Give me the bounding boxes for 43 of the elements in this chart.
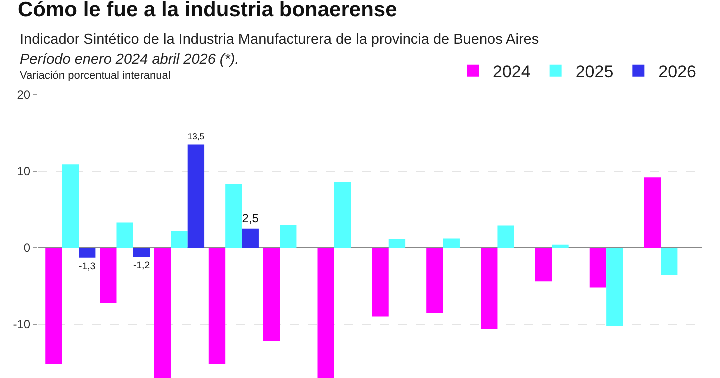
y-tick-label: 0 xyxy=(24,241,31,256)
bar xyxy=(242,228,259,248)
y-tick-label: 20 xyxy=(17,88,31,102)
bar xyxy=(62,164,79,248)
legend-label: 2026 xyxy=(658,62,696,82)
bar xyxy=(100,248,117,304)
bar xyxy=(116,222,134,248)
legend-label: 2025 xyxy=(576,62,614,82)
bar xyxy=(46,248,62,364)
data-label: -1,3 xyxy=(79,261,96,272)
bar xyxy=(133,248,150,258)
y-tick-label: -10 xyxy=(13,318,31,332)
bar xyxy=(443,238,460,248)
chart-title: Cómo le fue a la industria bonaerense xyxy=(18,0,398,22)
bar xyxy=(171,231,188,248)
bar xyxy=(154,248,172,378)
bar xyxy=(334,182,352,248)
bar xyxy=(318,248,334,378)
bar xyxy=(426,248,444,313)
bar xyxy=(481,248,498,330)
data-label: 13,5 xyxy=(188,131,205,142)
bar xyxy=(661,248,678,276)
bar xyxy=(590,248,607,288)
y-tick-label: 10 xyxy=(17,164,31,179)
text: Período enero 2024 abril 2026 (*). xyxy=(20,52,240,68)
data-label: -1,2 xyxy=(133,260,150,272)
bar xyxy=(644,178,661,248)
bar xyxy=(388,240,406,248)
bar xyxy=(79,248,96,258)
bar xyxy=(498,226,514,248)
bar xyxy=(226,184,242,248)
bar xyxy=(263,248,280,342)
bar xyxy=(208,248,226,364)
bar xyxy=(535,248,552,282)
bar xyxy=(606,248,624,326)
bar xyxy=(372,248,389,317)
data-label: 2,5 xyxy=(242,212,260,226)
y-axis-title: Variación porcentual interanual xyxy=(20,70,171,82)
bar xyxy=(552,244,569,248)
bar xyxy=(280,225,297,248)
chart-subtitle: Indicador Sintético de la Industria Manufacturera de la provincia de Buenos Aires xyxy=(20,32,540,48)
bar xyxy=(188,144,205,248)
legend-label: 2024 xyxy=(493,62,531,82)
